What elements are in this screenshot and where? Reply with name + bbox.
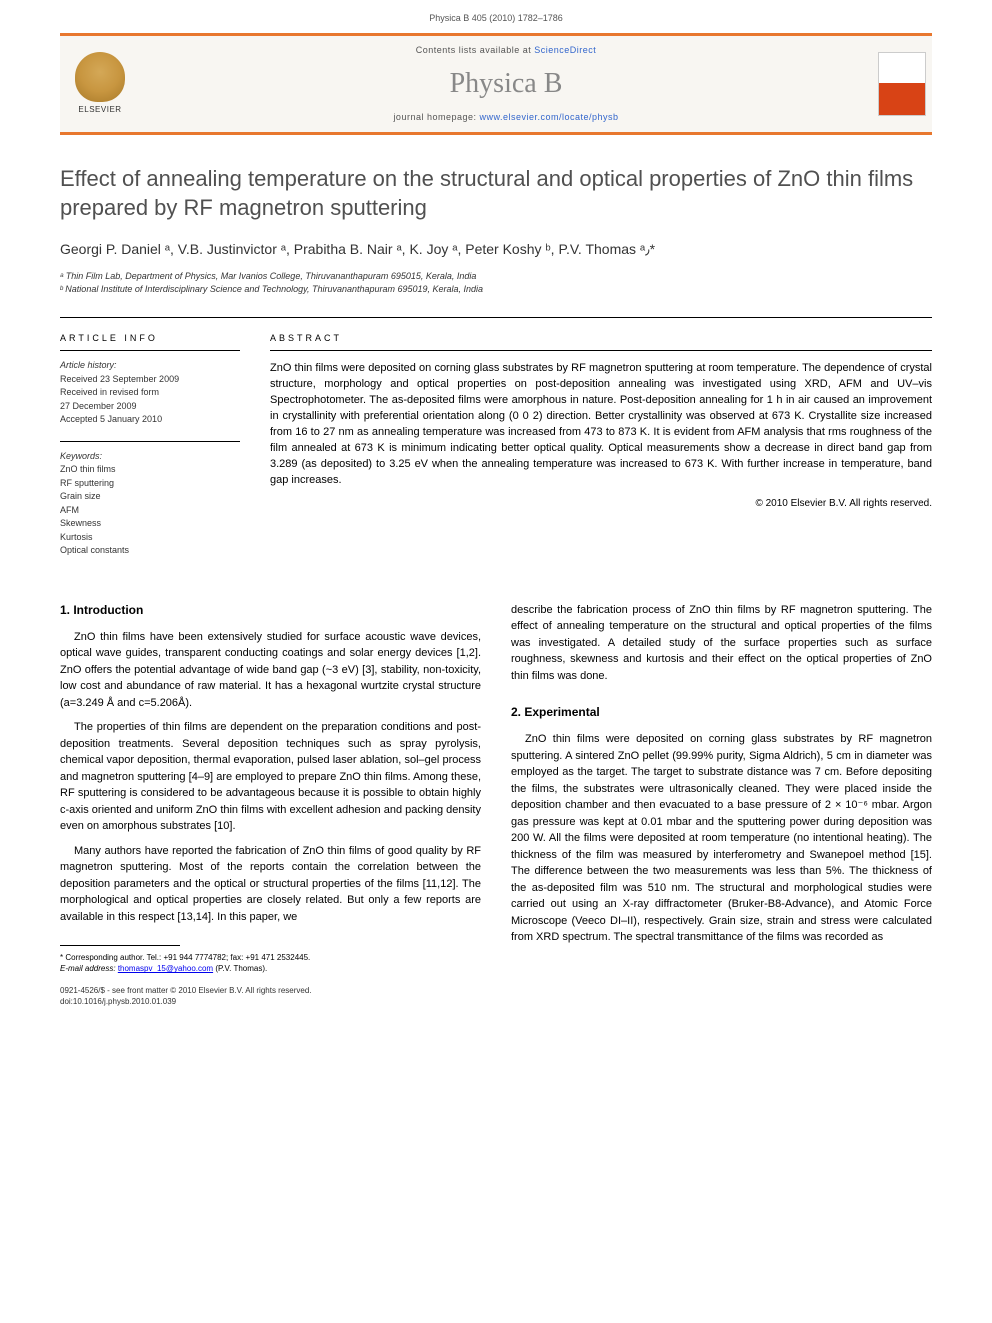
journal-name: Physica B (140, 64, 872, 103)
cover-image-icon (878, 52, 926, 116)
journal-banner: ELSEVIER Contents lists available at Sci… (60, 33, 932, 135)
contents-line: Contents lists available at ScienceDirec… (140, 44, 872, 57)
issn-line: 0921-4526/$ - see front matter © 2010 El… (60, 985, 481, 996)
doi-line: doi:10.1016/j.physb.2010.01.039 (60, 996, 481, 1007)
keyword: Optical constants (60, 544, 240, 558)
elsevier-tree-icon (75, 52, 125, 102)
article-history: Article history: Received 23 September 2… (60, 359, 240, 427)
right-column: describe the fabrication process of ZnO … (511, 602, 932, 1007)
email-label: E-mail address: (60, 964, 116, 973)
keyword: Grain size (60, 490, 240, 504)
footnote-separator (60, 945, 180, 946)
intro-paragraph: The properties of thin films are depende… (60, 719, 481, 835)
cover-thumbnail (872, 36, 932, 132)
keyword: Kurtosis (60, 531, 240, 545)
email-line: E-mail address: thomaspv_15@yahoo.com (P… (60, 963, 481, 974)
article-area: Effect of annealing temperature on the s… (0, 135, 992, 1027)
keywords-block: Keywords: ZnO thin films RF sputtering G… (60, 441, 240, 558)
author-list: Georgi P. Daniel ᵃ, V.B. Justinvictor ᵃ,… (60, 240, 932, 260)
history-line: 27 December 2009 (60, 400, 240, 414)
homepage-line: journal homepage: www.elsevier.com/locat… (140, 111, 872, 124)
sciencedirect-link[interactable]: ScienceDirect (534, 45, 596, 55)
article-title: Effect of annealing temperature on the s… (60, 165, 932, 222)
abstract-block: ABSTRACT ZnO thin films were deposited o… (270, 332, 932, 572)
keyword: Skewness (60, 517, 240, 531)
keyword: RF sputtering (60, 477, 240, 491)
info-abstract-row: ARTICLE INFO Article history: Received 2… (60, 317, 932, 572)
publisher-name: ELSEVIER (78, 104, 121, 115)
footer-meta: 0921-4526/$ - see front matter © 2010 El… (60, 985, 481, 1007)
abstract-copyright: © 2010 Elsevier B.V. All rights reserved… (270, 497, 932, 511)
article-info-heading: ARTICLE INFO (60, 332, 240, 352)
corr-email-link[interactable]: thomaspv_15@yahoo.com (118, 964, 213, 973)
experimental-paragraph: ZnO thin films were deposited on corning… (511, 731, 932, 946)
intro-paragraph: ZnO thin films have been extensively stu… (60, 629, 481, 712)
intro-paragraph: Many authors have reported the fabricati… (60, 843, 481, 926)
running-header: Physica B 405 (2010) 1782–1786 (0, 0, 992, 33)
affiliations: ᵃ Thin Film Lab, Department of Physics, … (60, 270, 932, 297)
homepage-prefix: journal homepage: (393, 112, 479, 122)
history-line: Received in revised form (60, 386, 240, 400)
keyword: AFM (60, 504, 240, 518)
history-line: Accepted 5 January 2010 (60, 413, 240, 427)
history-line: Received 23 September 2009 (60, 373, 240, 387)
banner-center: Contents lists available at ScienceDirec… (140, 36, 872, 132)
homepage-link[interactable]: www.elsevier.com/locate/physb (480, 112, 619, 122)
abstract-text: ZnO thin films were deposited on corning… (270, 361, 932, 489)
section-experimental-heading: 2. Experimental (511, 704, 932, 721)
history-label: Article history: (60, 359, 240, 373)
corr-line: * Corresponding author. Tel.: +91 944 77… (60, 952, 481, 963)
abstract-heading: ABSTRACT (270, 332, 932, 352)
article-info-block: ARTICLE INFO Article history: Received 2… (60, 332, 240, 572)
affiliation-a: ᵃ Thin Film Lab, Department of Physics, … (60, 270, 932, 284)
affiliation-b: ᵇ National Institute of Interdisciplinar… (60, 283, 932, 297)
left-column: 1. Introduction ZnO thin films have been… (60, 602, 481, 1007)
body-columns: 1. Introduction ZnO thin films have been… (60, 602, 932, 1007)
email-owner: (P.V. Thomas). (215, 964, 267, 973)
publisher-logo: ELSEVIER (60, 36, 140, 132)
corresponding-author-note: * Corresponding author. Tel.: +91 944 77… (60, 952, 481, 974)
section-intro-heading: 1. Introduction (60, 602, 481, 619)
keywords-label: Keywords: (60, 450, 240, 464)
keyword: ZnO thin films (60, 463, 240, 477)
contents-prefix: Contents lists available at (416, 45, 535, 55)
intro-paragraph-continued: describe the fabrication process of ZnO … (511, 602, 932, 685)
